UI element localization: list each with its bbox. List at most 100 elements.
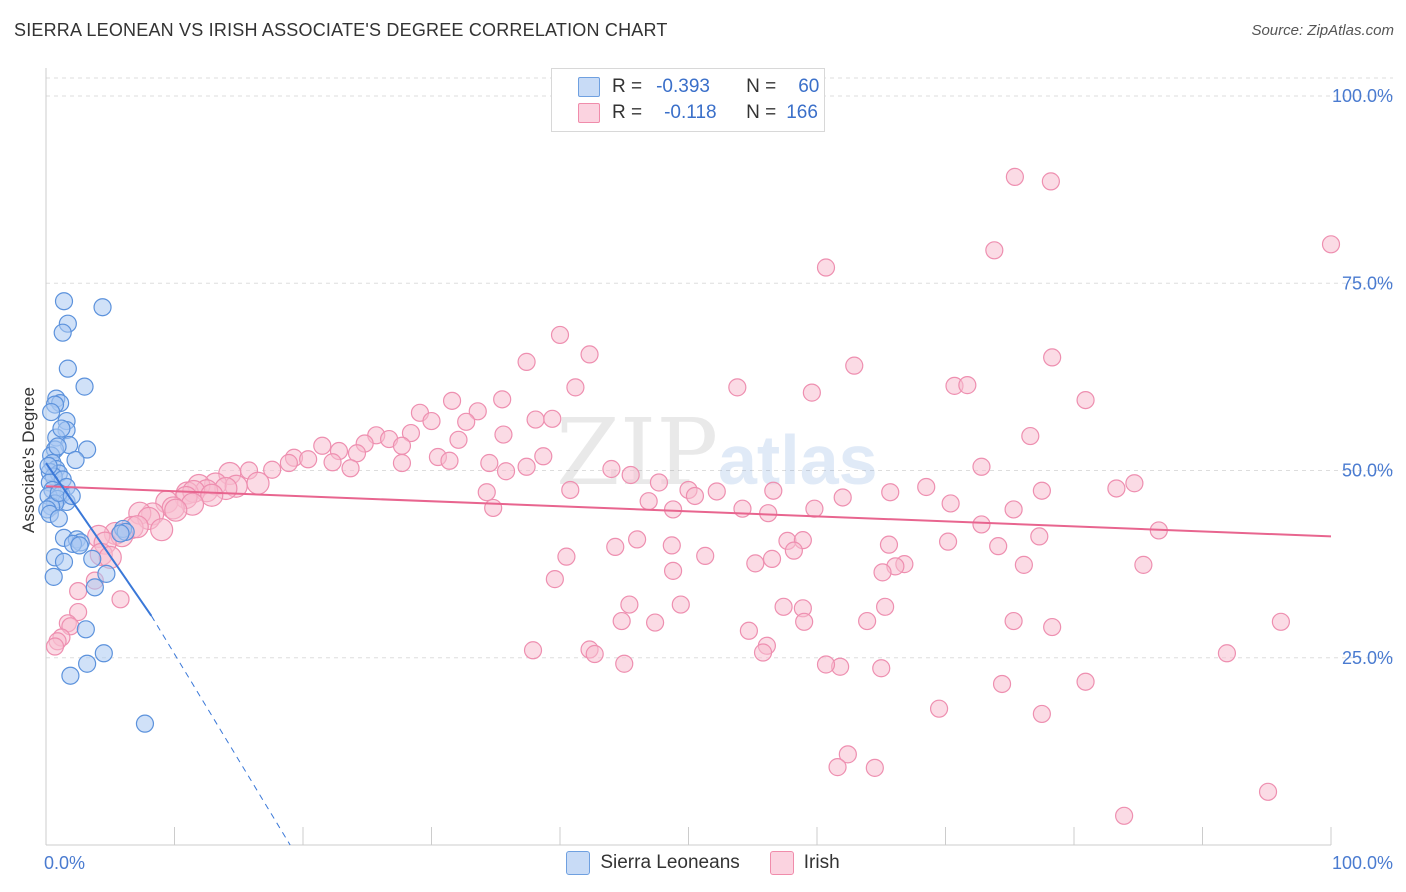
- sierra-leonean-point: [93, 298, 112, 317]
- sierra-leonean-point: [54, 552, 74, 571]
- legend-row-irish: R = -0.118 N = 166: [578, 100, 818, 126]
- sierra-leonean-point: [97, 564, 116, 583]
- legend-swatch-pink: [578, 103, 600, 123]
- irish-point: [845, 356, 864, 375]
- irish-point: [649, 473, 669, 492]
- irish-point: [496, 462, 516, 481]
- irish-point: [150, 518, 174, 542]
- irish-point: [1032, 481, 1051, 500]
- legend-item-sierra-leoneans[interactable]: Sierra Leoneans: [566, 851, 740, 875]
- sierra-leonean-point: [44, 567, 63, 586]
- irish-point: [764, 481, 783, 500]
- legend-n-label: N =: [746, 76, 777, 97]
- sierra-leonean-trend-extension: [150, 615, 291, 846]
- sierra-leonean-point: [94, 644, 113, 663]
- sierra-leonean-point: [66, 450, 85, 470]
- sierra-leonean-point: [61, 666, 80, 685]
- irish-point: [707, 482, 726, 501]
- legend-item-irish[interactable]: Irish: [769, 851, 840, 875]
- sierra-leonean-point: [53, 323, 72, 342]
- legend-n-value: 60: [798, 76, 820, 97]
- irish-point: [392, 436, 412, 455]
- irish-point: [550, 325, 570, 345]
- irish-point: [865, 758, 884, 777]
- sierra-leonean-point: [78, 654, 97, 673]
- irish-point: [457, 412, 476, 431]
- irish-point: [1321, 235, 1341, 254]
- sierra-leonean-point: [58, 359, 77, 378]
- grid-lines: [46, 77, 1393, 659]
- irish-point: [543, 409, 562, 428]
- irish-point: [1217, 644, 1237, 663]
- irish-points: [45, 167, 1341, 825]
- irish-point: [1004, 500, 1023, 519]
- irish-point: [606, 537, 625, 556]
- irish-point: [602, 459, 621, 479]
- irish-point: [1043, 348, 1062, 367]
- irish-point: [858, 611, 877, 631]
- irish-point: [468, 402, 487, 421]
- irish-point: [985, 241, 1004, 260]
- sierra-leonean-point: [85, 578, 104, 597]
- irish-point: [645, 613, 665, 632]
- legend-r-label: R =: [612, 76, 643, 97]
- irish-point: [449, 430, 468, 449]
- y-tick-label: 100.0%: [1332, 86, 1393, 106]
- irish-point: [392, 453, 412, 473]
- irish-point: [759, 504, 778, 523]
- y-tick-label: 75.0%: [1342, 273, 1393, 293]
- sierra-leonean-point: [42, 402, 61, 422]
- irish-point: [493, 390, 512, 409]
- irish-point: [816, 258, 836, 277]
- irish-point: [739, 621, 758, 640]
- irish-point: [663, 500, 683, 519]
- irish-point: [1014, 555, 1033, 574]
- irish-point: [621, 465, 640, 485]
- irish-point: [929, 699, 949, 718]
- irish-point: [612, 611, 631, 631]
- legend-swatch-blue: [578, 77, 600, 97]
- irish-trend-line: [45, 485, 1332, 538]
- legend-label-irish: Irish: [803, 852, 840, 873]
- irish-point: [523, 641, 543, 660]
- irish-point: [938, 532, 958, 551]
- irish-point: [784, 541, 803, 560]
- irish-point: [1030, 527, 1049, 546]
- irish-point: [663, 561, 683, 580]
- irish-point: [685, 486, 705, 506]
- irish-point: [762, 549, 782, 568]
- x-tick-label-min: 0.0%: [44, 853, 85, 873]
- irish-point: [526, 410, 545, 429]
- chart-source: Source: ZipAtlas.com: [1251, 22, 1394, 39]
- irish-point: [545, 570, 564, 589]
- y-tick-label: 25.0%: [1342, 648, 1393, 668]
- sierra-leonean-trend-line: [45, 462, 153, 617]
- legend-n-value: 166: [786, 102, 818, 123]
- irish-point: [881, 483, 900, 502]
- irish-point: [1032, 704, 1051, 724]
- irish-point: [1076, 390, 1095, 410]
- irish-point: [480, 453, 499, 473]
- irish-point: [557, 547, 576, 566]
- irish-point: [1258, 782, 1278, 801]
- irish-point: [566, 378, 585, 397]
- irish-point: [879, 535, 899, 554]
- irish-point: [873, 563, 892, 582]
- watermark-atlas: atlas: [718, 421, 878, 499]
- irish-point: [313, 436, 332, 455]
- irish-point: [263, 460, 282, 479]
- legend-n-label: N =: [746, 102, 777, 123]
- sierra-leonean-point: [135, 714, 155, 733]
- irish-point: [347, 444, 367, 463]
- irish-point: [299, 450, 318, 469]
- irish-point: [774, 597, 793, 616]
- irish-point: [941, 494, 960, 513]
- legend-row-sierra-leoneans: R = -0.393 N = 60: [578, 74, 819, 100]
- irish-point: [795, 612, 814, 631]
- irish-point: [580, 345, 599, 364]
- irish-point: [696, 546, 715, 565]
- irish-point: [838, 745, 857, 764]
- sierra-leonean-point: [49, 509, 68, 528]
- sierra-leonean-point: [78, 440, 97, 459]
